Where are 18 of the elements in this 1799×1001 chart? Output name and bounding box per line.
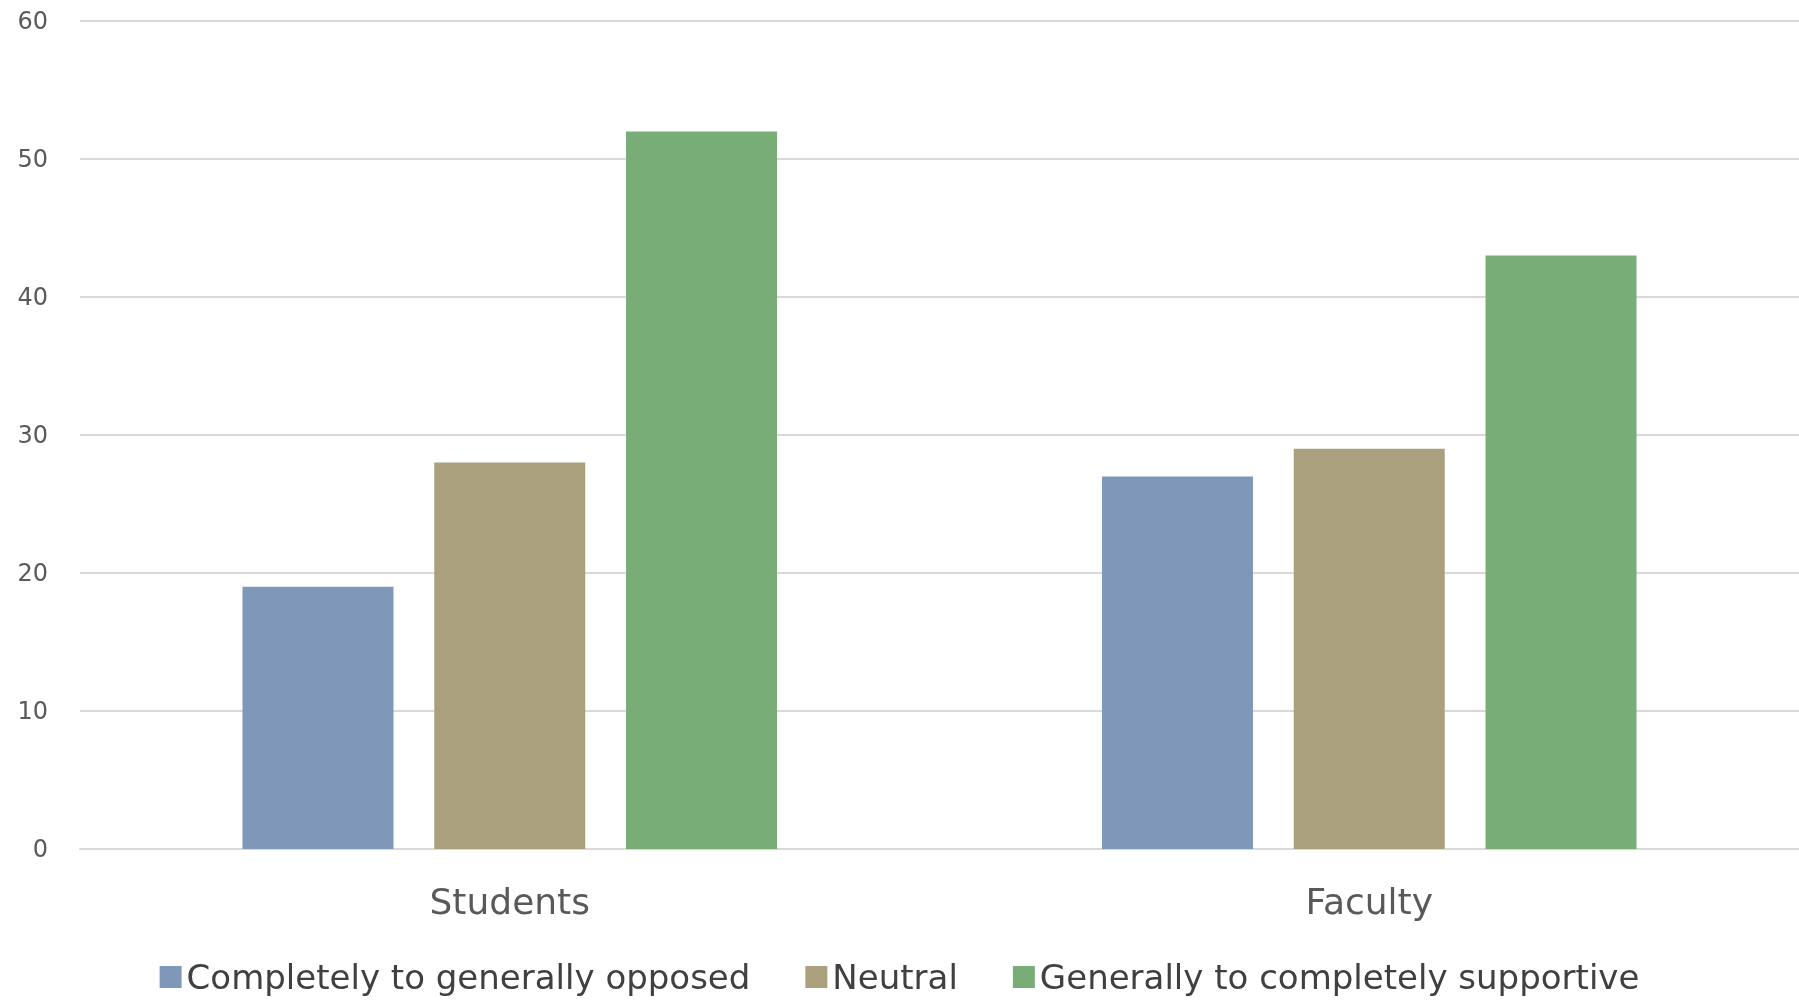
bar (242, 586, 394, 849)
y-tick-label: 60 (17, 7, 48, 35)
legend-label: Generally to completely supportive (1039, 957, 1640, 997)
legend-label: Completely to generally opposed (186, 957, 751, 997)
x-tick-label: Students (429, 880, 590, 922)
bar (1101, 476, 1253, 849)
y-tick-label: 50 (17, 145, 48, 173)
y-tick-label: 10 (17, 697, 48, 725)
bar (1485, 255, 1637, 849)
y-tick-label: 40 (17, 283, 48, 311)
y-tick-label: 30 (17, 421, 48, 449)
x-tick-label: Faculty (1305, 880, 1433, 922)
bar (1293, 448, 1445, 849)
y-tick-label: 0 (32, 835, 48, 863)
bar (626, 131, 778, 849)
y-tick-label: 20 (17, 559, 48, 587)
bar (434, 462, 586, 849)
legend-label: Neutral (832, 957, 958, 997)
